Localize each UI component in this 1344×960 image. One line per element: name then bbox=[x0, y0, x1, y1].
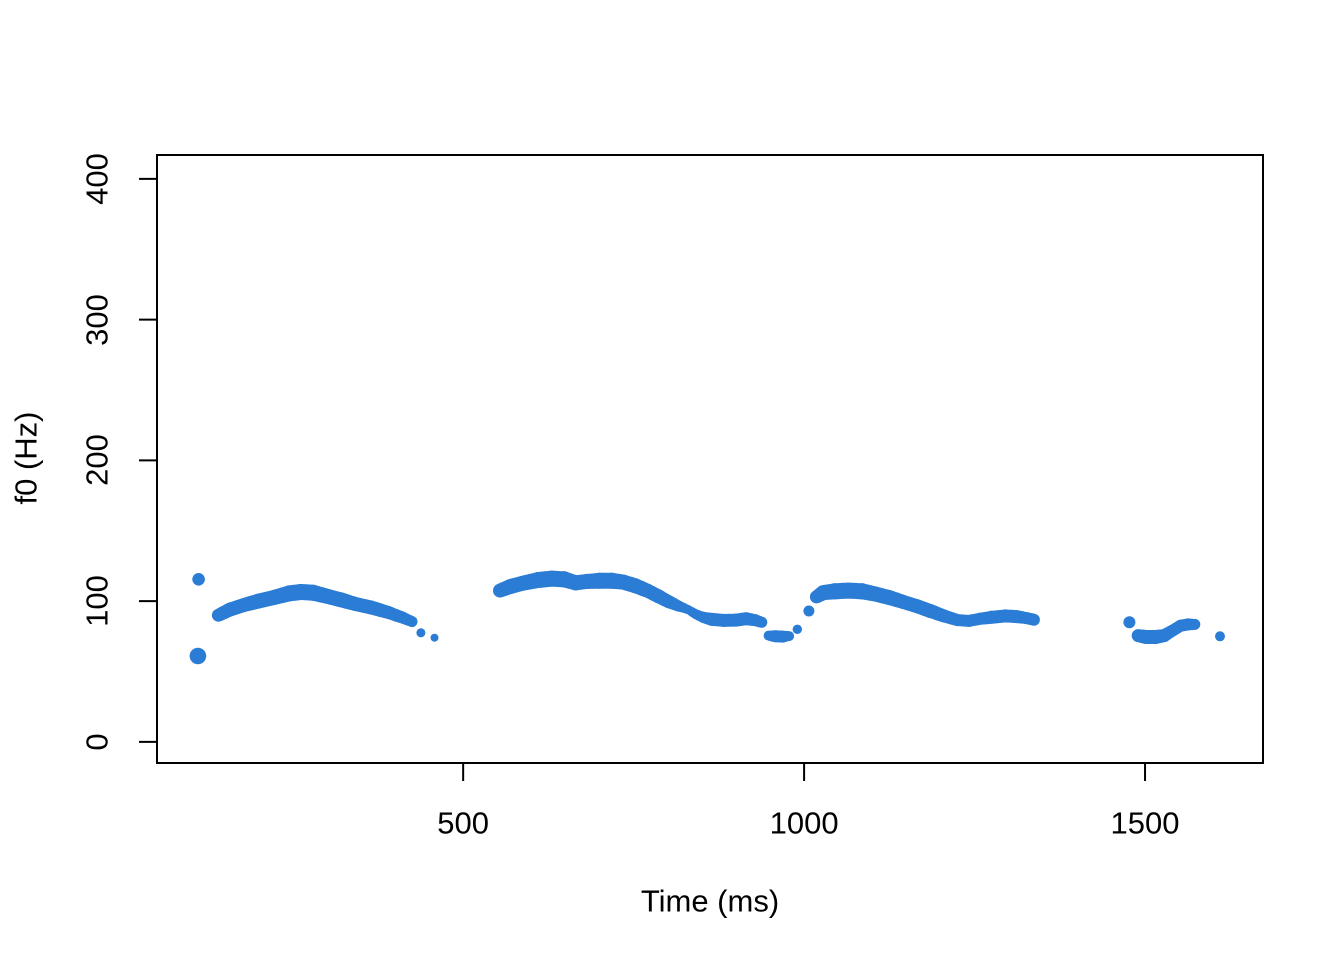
f0-data-point bbox=[756, 616, 768, 628]
x-tick-label: 500 bbox=[437, 805, 490, 841]
x-tick-label: 1000 bbox=[769, 805, 839, 841]
y-tick-label: 200 bbox=[79, 434, 115, 487]
f0-data-point bbox=[784, 631, 795, 642]
x-tick-label: 1500 bbox=[1110, 805, 1180, 841]
plot-border bbox=[156, 154, 1264, 764]
y-tick-label: 0 bbox=[79, 733, 115, 751]
f0-data-point bbox=[406, 616, 418, 628]
f0-data-point bbox=[803, 605, 815, 617]
y-axis-title: f0 (Hz) bbox=[8, 411, 44, 505]
f0-data-point bbox=[189, 647, 207, 665]
f0-data-point bbox=[1215, 631, 1225, 642]
f0-data-point bbox=[416, 628, 426, 638]
y-tick-label: 300 bbox=[79, 293, 115, 346]
f0-data-point bbox=[1123, 616, 1136, 629]
y-tick-label: 100 bbox=[79, 575, 115, 628]
f0-data-point bbox=[430, 633, 439, 642]
x-axis-title: Time (ms) bbox=[640, 883, 780, 919]
f0-data-point bbox=[192, 573, 205, 586]
f0-data-point bbox=[792, 624, 802, 634]
y-tick-label: 400 bbox=[79, 153, 115, 205]
f0-data-point bbox=[1189, 618, 1201, 630]
f0-data-point bbox=[1027, 613, 1040, 626]
